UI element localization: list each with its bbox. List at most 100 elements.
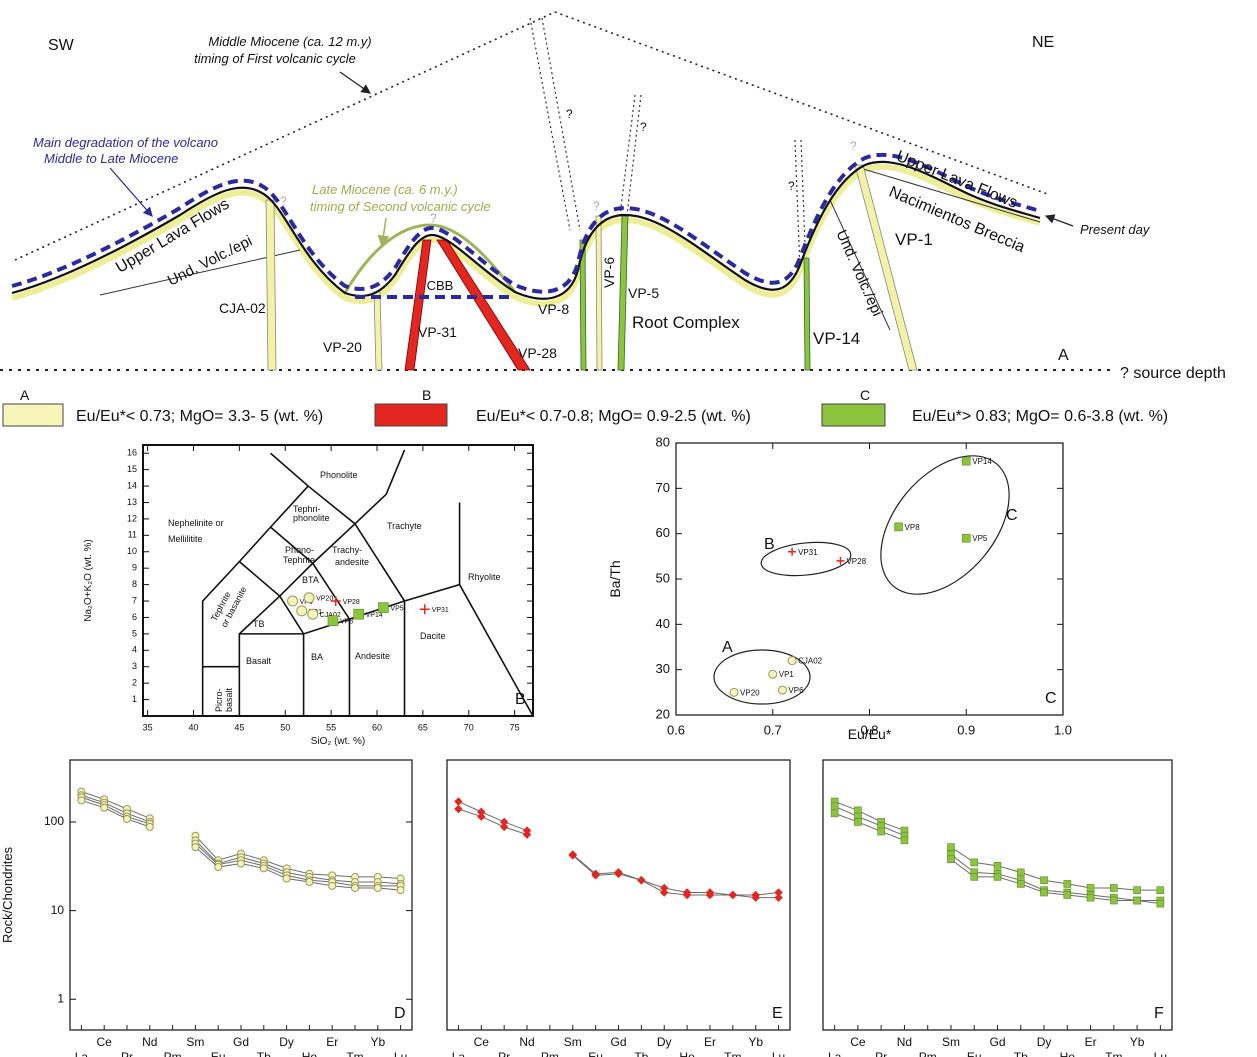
x-tick-label: Ho <box>679 1050 695 1057</box>
dike-vp5 <box>618 216 628 370</box>
dike-cja02 <box>266 200 276 370</box>
y-axis-label: Na₂O+K₂O (wt. %) <box>83 539 94 622</box>
x-tick-label: Pr <box>121 1050 133 1057</box>
point-label: VP5 <box>972 534 988 543</box>
x-tick-label: 70 <box>464 722 474 732</box>
page: {"cross_section":{"sw":"SW","ne":"NE", "… <box>0 0 1257 1057</box>
y-tick-label: 60 <box>656 525 670 540</box>
plot-frame <box>70 760 412 1030</box>
point-label: VP8 <box>905 523 921 532</box>
x-tick-label: Eu <box>588 1050 603 1057</box>
x-tick-label: Tm <box>724 1050 741 1057</box>
point <box>1110 897 1117 904</box>
point <box>78 797 85 804</box>
point-label: VP5 <box>390 606 403 613</box>
x-tick-label: 1.0 <box>1054 722 1072 737</box>
field-label: Andesite <box>355 651 390 661</box>
point <box>238 860 245 867</box>
unit-label: Root Complex <box>632 313 740 332</box>
x-tick-label: 0.9 <box>957 722 975 737</box>
y-tick-label: 50 <box>656 570 670 585</box>
point <box>1064 880 1071 887</box>
x-tick-label: La <box>828 1050 842 1057</box>
point <box>1017 880 1024 887</box>
x-tick-label: Tb <box>634 1050 648 1057</box>
point <box>971 873 978 880</box>
x-tick-label: Sm <box>564 1035 582 1049</box>
y-tick-label: 10 <box>127 546 137 556</box>
dike-vp6 <box>596 216 602 370</box>
y-tick-label: 40 <box>656 616 670 631</box>
point <box>1157 887 1164 894</box>
point-label: VP1 <box>779 670 795 679</box>
point <box>354 609 364 619</box>
point <box>661 889 668 896</box>
point <box>1041 889 1048 896</box>
x-tick-label: Tb <box>257 1050 271 1057</box>
point <box>769 670 777 678</box>
legend: A Eu/Eu*< 0.73; MgO= 3.3- 5 (wt. %) B Eu… <box>3 387 1168 426</box>
legend-key: B <box>422 387 431 403</box>
x-tick-label: Yb <box>748 1035 763 1049</box>
point <box>1017 869 1024 876</box>
point <box>455 798 462 805</box>
point <box>947 856 954 863</box>
point <box>788 548 796 556</box>
field-label: phonolite <box>293 513 330 523</box>
point <box>1157 900 1164 907</box>
dike-vp20 <box>374 292 382 370</box>
dike-label: VP-1 <box>895 230 933 249</box>
question-mark: ? <box>280 194 287 208</box>
point <box>1134 887 1141 894</box>
x-tick-label: Ce <box>97 1035 113 1049</box>
group-label: B <box>764 536 775 553</box>
point <box>854 818 861 825</box>
point <box>1087 894 1094 901</box>
point <box>831 803 838 810</box>
point-label: VP8 <box>340 619 353 626</box>
point <box>192 844 199 851</box>
x-tick-label: 65 <box>418 722 428 732</box>
point-label: VP28 <box>343 599 360 606</box>
x-tick-label: Pm <box>919 1050 937 1057</box>
plot-frame <box>676 443 1063 715</box>
field-label: Trachyte <box>387 521 422 531</box>
legend-swatch <box>3 404 63 426</box>
x-axis-label: Eu/Eu* <box>848 726 892 742</box>
point-label: VP14 <box>972 457 992 466</box>
y-tick-label: 11 <box>128 530 137 540</box>
arrow <box>110 168 152 216</box>
point <box>878 828 885 835</box>
point <box>297 606 307 616</box>
annotation: ? source depth <box>1120 365 1226 382</box>
x-tick-label: Pr <box>875 1050 887 1057</box>
annotation: timing of Second volcanic cycle <box>310 199 491 214</box>
annotation: Present day <box>1080 222 1151 237</box>
dike-vp14 <box>804 258 810 370</box>
point <box>501 823 508 830</box>
group-label: C <box>1006 507 1018 524</box>
y-axis-label: Rock/Chondrites <box>0 846 15 943</box>
panel-label: D <box>394 1005 406 1022</box>
x-tick-label: 0.6 <box>667 722 685 737</box>
point <box>260 865 267 872</box>
point <box>420 604 430 614</box>
point <box>146 823 153 830</box>
point <box>288 596 298 606</box>
dike-label: CJA-02 <box>219 300 266 316</box>
point-label: VP31 <box>798 548 818 557</box>
panel-label: F <box>1154 1005 1164 1022</box>
x-tick-label: Er <box>1085 1035 1097 1049</box>
point <box>306 879 313 886</box>
point <box>374 884 381 891</box>
cross-section: SW NE Middle Miocene (ca. 12 m.y) timing… <box>0 12 1226 382</box>
series-line <box>458 802 778 895</box>
x-tick-label: Nd <box>142 1035 157 1049</box>
x-tick-label: Yb <box>370 1035 385 1049</box>
y-tick-label: 5 <box>132 628 137 638</box>
y-tick-label: 70 <box>656 480 670 495</box>
arrow <box>340 72 370 93</box>
legend-text: Eu/Eu*< 0.73; MgO= 3.3- 5 (wt. %) <box>76 408 323 425</box>
x-tick-label: Lu <box>1154 1050 1167 1057</box>
y-tick-label: 14 <box>127 480 137 490</box>
